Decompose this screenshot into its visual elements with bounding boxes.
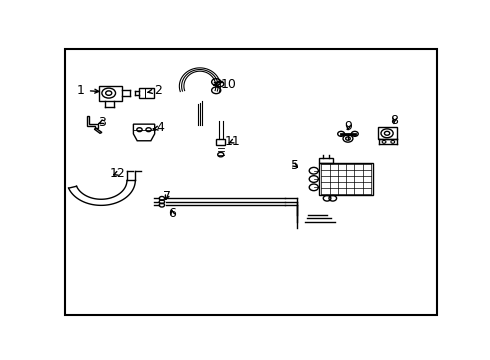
Text: 4: 4 bbox=[153, 121, 164, 134]
Bar bbox=[319, 163, 373, 195]
Bar bbox=[216, 139, 225, 145]
Bar bbox=[99, 86, 122, 102]
Text: 6: 6 bbox=[169, 207, 176, 220]
Text: 7: 7 bbox=[163, 190, 171, 203]
Text: 5: 5 bbox=[291, 159, 299, 172]
Text: 1: 1 bbox=[77, 84, 98, 97]
Bar bbox=[319, 158, 333, 163]
Bar bbox=[378, 127, 396, 139]
Text: 11: 11 bbox=[224, 135, 240, 148]
Text: 9: 9 bbox=[344, 120, 352, 133]
Text: 8: 8 bbox=[391, 114, 398, 127]
Text: 12: 12 bbox=[109, 167, 125, 180]
Bar bbox=[139, 88, 154, 98]
Text: 2: 2 bbox=[148, 84, 162, 97]
Text: 3: 3 bbox=[98, 116, 106, 129]
Text: 10: 10 bbox=[214, 78, 236, 91]
